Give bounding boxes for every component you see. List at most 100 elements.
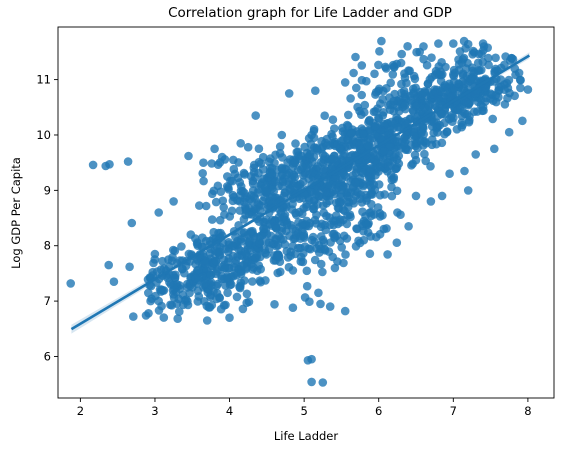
data-point xyxy=(504,127,514,137)
data-point xyxy=(365,164,375,173)
data-point xyxy=(177,264,187,274)
data-point xyxy=(184,151,193,161)
data-point xyxy=(478,39,488,48)
data-point xyxy=(397,49,407,59)
y-axis: 6 7 8 9 10 11 xyxy=(36,73,58,363)
data-point xyxy=(183,300,193,310)
data-point xyxy=(346,94,355,103)
data-point xyxy=(375,190,385,200)
plot-area xyxy=(66,36,533,387)
data-point xyxy=(411,191,421,201)
data-point xyxy=(360,108,369,117)
data-point xyxy=(105,160,114,169)
data-point xyxy=(445,92,455,102)
data-point xyxy=(434,39,443,48)
data-point xyxy=(186,230,196,239)
data-point xyxy=(426,197,436,206)
data-point xyxy=(328,115,338,124)
data-point xyxy=(432,139,441,149)
data-point xyxy=(319,208,329,217)
data-point xyxy=(235,282,244,292)
data-point xyxy=(349,68,358,78)
data-point xyxy=(458,120,467,130)
data-point xyxy=(225,313,234,323)
data-point xyxy=(237,228,247,238)
data-point xyxy=(468,66,477,76)
data-point xyxy=(371,90,380,99)
data-point xyxy=(213,248,223,257)
data-point xyxy=(328,132,337,141)
data-point xyxy=(233,173,243,183)
data-point xyxy=(471,150,481,159)
data-point xyxy=(199,158,208,167)
data-point xyxy=(373,203,383,212)
data-point xyxy=(66,279,75,288)
data-point xyxy=(202,316,212,325)
data-point xyxy=(240,170,249,179)
data-point xyxy=(216,304,226,314)
data-point xyxy=(336,198,345,207)
data-point xyxy=(129,312,138,321)
data-point xyxy=(218,196,228,205)
data-point xyxy=(201,201,211,211)
scatter-points xyxy=(66,36,533,387)
data-point xyxy=(473,58,483,68)
data-point xyxy=(383,250,392,259)
data-point xyxy=(203,288,213,297)
data-point xyxy=(338,205,348,214)
data-point xyxy=(297,151,306,161)
data-point xyxy=(328,252,338,262)
data-point xyxy=(144,288,153,298)
data-point xyxy=(484,53,493,63)
data-point xyxy=(264,196,274,206)
data-point xyxy=(308,168,318,177)
data-point xyxy=(235,191,245,200)
y-tick-label: 9 xyxy=(44,183,51,197)
data-point xyxy=(270,300,279,309)
data-point xyxy=(347,128,357,138)
data-point xyxy=(335,215,345,224)
data-point xyxy=(175,307,184,316)
data-point xyxy=(215,293,224,303)
data-point xyxy=(404,222,413,231)
data-point xyxy=(364,219,373,228)
data-point xyxy=(149,258,158,268)
data-point xyxy=(374,60,383,70)
data-point xyxy=(302,281,312,291)
data-point xyxy=(417,90,427,100)
data-point xyxy=(371,107,380,116)
data-point xyxy=(329,220,338,230)
data-point xyxy=(470,89,480,98)
data-point xyxy=(470,75,480,85)
data-point xyxy=(228,196,238,206)
data-point xyxy=(379,224,389,234)
data-point xyxy=(238,304,248,314)
data-point xyxy=(250,253,260,263)
data-point xyxy=(141,311,151,320)
data-point xyxy=(274,212,284,222)
data-point xyxy=(337,136,346,146)
data-point xyxy=(158,256,167,266)
data-point xyxy=(362,193,372,203)
data-point xyxy=(236,139,245,148)
plot-frame xyxy=(57,26,555,399)
data-point xyxy=(460,166,469,176)
data-point xyxy=(437,191,447,201)
data-point xyxy=(410,150,420,160)
data-point xyxy=(169,271,178,280)
data-point xyxy=(385,105,395,114)
data-point xyxy=(183,283,192,292)
data-point xyxy=(266,154,275,163)
data-point xyxy=(342,197,352,207)
data-point xyxy=(378,111,388,120)
data-point xyxy=(251,111,260,120)
data-point xyxy=(419,42,428,51)
data-point xyxy=(411,102,420,111)
data-point xyxy=(288,303,298,313)
data-point xyxy=(455,47,465,56)
data-point xyxy=(484,60,493,70)
data-point xyxy=(274,231,284,241)
data-point xyxy=(339,231,349,241)
data-point xyxy=(298,219,307,228)
regression-line xyxy=(70,54,531,331)
